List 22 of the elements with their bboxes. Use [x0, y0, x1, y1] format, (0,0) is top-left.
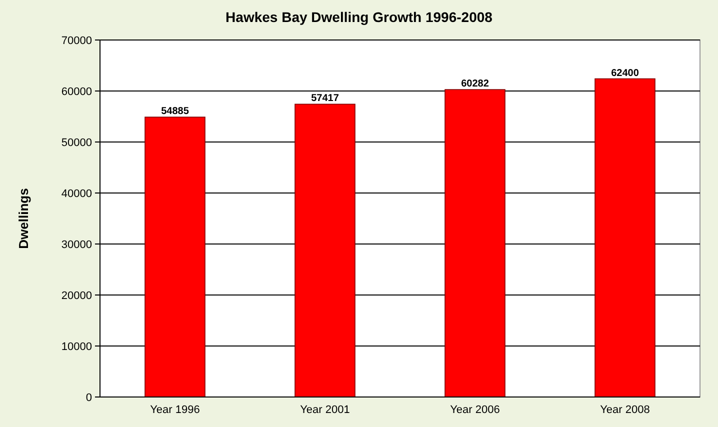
- x-tick-label: Year 1996: [150, 404, 200, 416]
- y-tick-label: 30000: [61, 238, 92, 251]
- data-label: 57417: [311, 93, 340, 104]
- x-tick-label: Year 2006: [450, 404, 500, 416]
- chart-title: Hawkes Bay Dwelling Growth 1996-2008: [226, 9, 493, 25]
- y-tick-label: 50000: [61, 136, 92, 149]
- y-axis-title: Dwellings: [16, 188, 31, 249]
- x-tick-label: Year 2008: [600, 404, 650, 416]
- x-tick-label: Year 2001: [300, 404, 350, 416]
- bar: [444, 89, 506, 398]
- bar: [294, 104, 356, 398]
- data-label: 54885: [161, 106, 190, 118]
- y-tick-label: 0: [86, 392, 92, 404]
- data-label: 62400: [611, 68, 640, 79]
- y-tick-label: 60000: [61, 86, 92, 98]
- y-tick-label: 10000: [61, 340, 92, 353]
- y-tick-label: 70000: [61, 34, 92, 47]
- bar: [594, 78, 656, 398]
- bar: [144, 116, 206, 398]
- data-label: 60282: [461, 78, 490, 90]
- y-tick-label: 20000: [61, 290, 92, 302]
- y-tick-label: 40000: [61, 188, 92, 200]
